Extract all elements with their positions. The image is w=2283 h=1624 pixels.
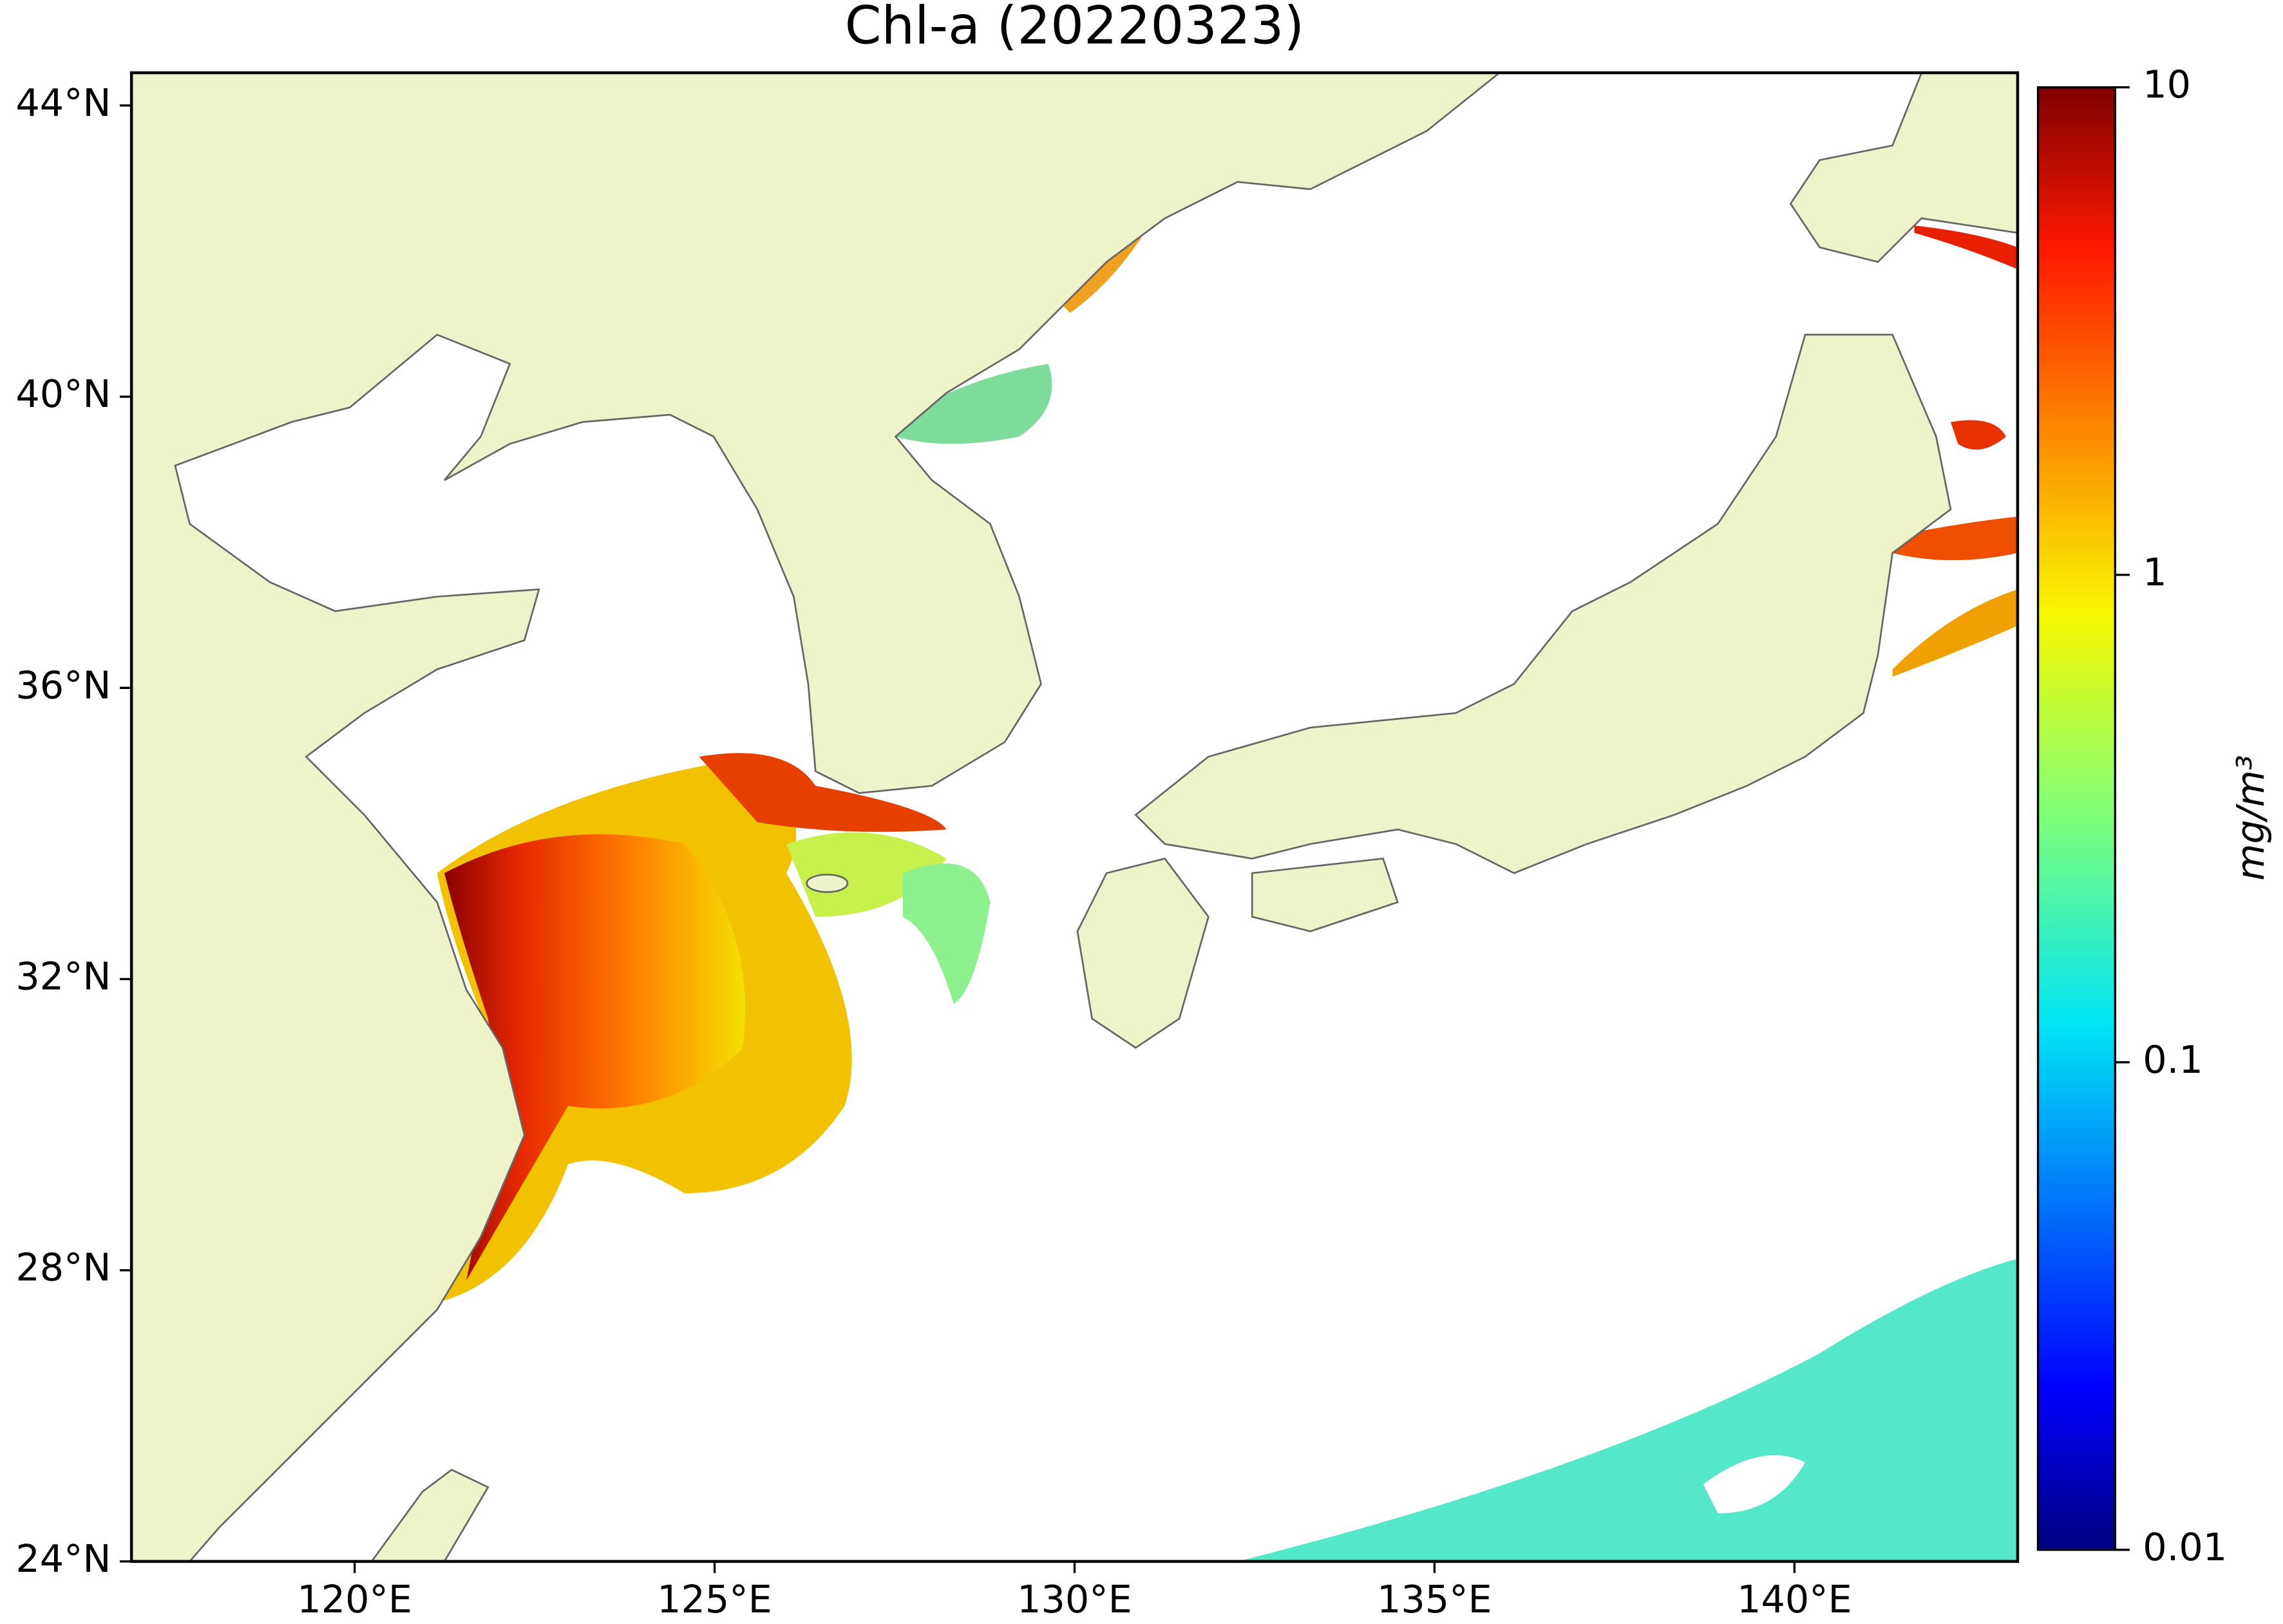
- chl-patch: [1950, 420, 2006, 450]
- y-tick-label: 28°N: [15, 1245, 111, 1290]
- land-mainland: [131, 72, 1501, 1562]
- x-tick-label: 135°E: [1377, 1577, 1492, 1621]
- colorbar: [2036, 86, 2117, 1551]
- chl-patch: [895, 363, 1052, 444]
- x-tick-label: 140°E: [1737, 1577, 1852, 1621]
- land-honshu: [1134, 334, 1952, 874]
- chl-patch: [444, 834, 746, 1281]
- y-tick-label: 44°N: [15, 80, 111, 125]
- land-kyushu: [1076, 857, 1209, 1049]
- y-tick-label: 32°N: [15, 954, 111, 999]
- land-hokkaido: [1789, 72, 2018, 263]
- colorbar-tick-label: 0.1: [2143, 1037, 2202, 1082]
- x-tick-label: 120°E: [297, 1577, 412, 1621]
- chl-patch: [1914, 225, 2018, 270]
- chl-patch: [1237, 1258, 2018, 1562]
- colorbar-tick-label: 1: [2143, 550, 2166, 594]
- land-taiwan: [370, 1468, 489, 1562]
- y-tick-label: 24°N: [15, 1536, 111, 1581]
- map-area: [131, 72, 2018, 1562]
- colorbar-tick-label: 10: [2143, 62, 2191, 107]
- chl-patch: [699, 753, 947, 832]
- land-shikoku: [1251, 857, 1399, 932]
- chl-patch: [786, 832, 947, 917]
- colorbar-tick-label: 0.01: [2143, 1525, 2227, 1569]
- chart-title: Chl-a (20220323): [845, 0, 1305, 57]
- colorbar-label: mg/m³: [2228, 755, 2273, 880]
- chl-patch: [1892, 589, 2018, 677]
- y-tick-label: 40°N: [15, 372, 111, 416]
- chl-patch: [902, 863, 990, 1005]
- chl-patch: [1885, 516, 2018, 561]
- land-jeju: [806, 873, 849, 893]
- x-tick-label: 130°E: [1017, 1577, 1132, 1621]
- cloud-gap: [1703, 1455, 1805, 1514]
- y-tick-label: 36°N: [15, 663, 111, 707]
- x-tick-label: 125°E: [657, 1577, 772, 1621]
